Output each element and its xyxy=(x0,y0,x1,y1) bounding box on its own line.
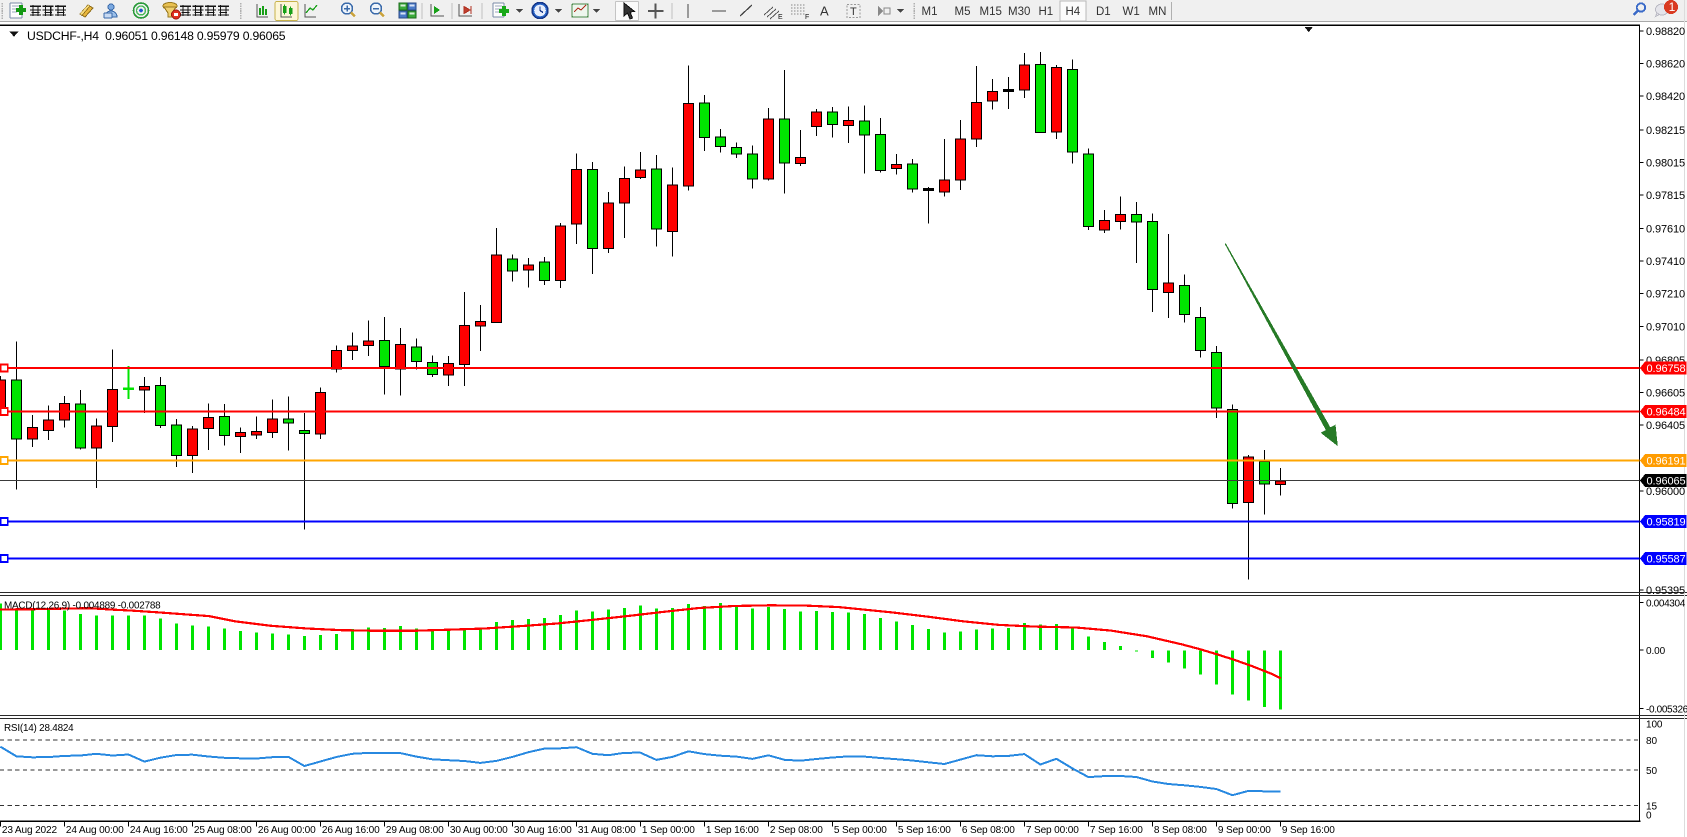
svg-text:24 Aug 16:00: 24 Aug 16:00 xyxy=(130,825,188,836)
svg-text:1: 1 xyxy=(1669,0,1676,14)
svg-text:29 Aug 08:00: 29 Aug 08:00 xyxy=(386,825,444,836)
svg-text:0.98215: 0.98215 xyxy=(1646,125,1685,137)
svg-text:26 Aug 00:00: 26 Aug 00:00 xyxy=(258,825,316,836)
svg-text:-0.005326: -0.005326 xyxy=(1646,705,1687,716)
svg-text:0.96758: 0.96758 xyxy=(1647,363,1686,375)
svg-text:0.96405: 0.96405 xyxy=(1646,420,1685,432)
svg-text:M1: M1 xyxy=(922,6,938,18)
svg-text:15: 15 xyxy=(1646,802,1657,813)
svg-text:5 Sep 16:00: 5 Sep 16:00 xyxy=(898,825,951,836)
svg-text:100: 100 xyxy=(1646,720,1663,731)
svg-text:D1: D1 xyxy=(1096,6,1111,18)
svg-text:0.95587: 0.95587 xyxy=(1647,554,1686,566)
svg-text:9 Sep 16:00: 9 Sep 16:00 xyxy=(1282,825,1335,836)
svg-text:MACD(12,26,9) -0.004889 -0.002: MACD(12,26,9) -0.004889 -0.002788 xyxy=(4,601,161,612)
svg-text:26 Aug 16:00: 26 Aug 16:00 xyxy=(322,825,380,836)
svg-text:M5: M5 xyxy=(955,6,971,18)
svg-text:0.95819: 0.95819 xyxy=(1647,517,1686,529)
svg-text:0.96605: 0.96605 xyxy=(1646,388,1685,400)
svg-text:30 Aug 00:00: 30 Aug 00:00 xyxy=(450,825,508,836)
svg-text:23 Aug 2022: 23 Aug 2022 xyxy=(2,825,58,836)
svg-text:RSI(14) 28.4824: RSI(14) 28.4824 xyxy=(4,723,74,734)
svg-text:6 Sep 08:00: 6 Sep 08:00 xyxy=(962,825,1015,836)
svg-text:0.004304: 0.004304 xyxy=(1646,599,1686,610)
svg-text:T: T xyxy=(850,6,857,18)
svg-text:9 Sep 00:00: 9 Sep 00:00 xyxy=(1218,825,1271,836)
svg-text:8 Sep 08:00: 8 Sep 08:00 xyxy=(1154,825,1207,836)
svg-text:0.98015: 0.98015 xyxy=(1646,158,1685,170)
svg-text:0.97815: 0.97815 xyxy=(1646,190,1685,202)
svg-text:M15: M15 xyxy=(980,6,1002,18)
svg-text:31 Aug 08:00: 31 Aug 08:00 xyxy=(578,825,636,836)
svg-text:0.97610: 0.97610 xyxy=(1646,224,1685,236)
svg-text:H1: H1 xyxy=(1039,6,1054,18)
svg-text:A: A xyxy=(820,4,829,19)
svg-text:0.98820: 0.98820 xyxy=(1646,26,1685,38)
svg-text:25 Aug 08:00: 25 Aug 08:00 xyxy=(194,825,252,836)
svg-text:F: F xyxy=(805,14,809,21)
svg-text:0.00: 0.00 xyxy=(1646,646,1666,657)
svg-text:30 Aug 16:00: 30 Aug 16:00 xyxy=(514,825,572,836)
svg-text:0.96191: 0.96191 xyxy=(1647,456,1686,468)
svg-text:1 Sep 00:00: 1 Sep 00:00 xyxy=(642,825,695,836)
svg-text:7 Sep 00:00: 7 Sep 00:00 xyxy=(1026,825,1079,836)
svg-text:80: 80 xyxy=(1646,736,1657,747)
svg-text:2 Sep 08:00: 2 Sep 08:00 xyxy=(770,825,823,836)
svg-text:USDCHF-,H4 0.96051 0.96148 0.: USDCHF-,H4 0.96051 0.96148 0.95979 0.960… xyxy=(27,29,286,43)
svg-text:50: 50 xyxy=(1646,766,1657,777)
svg-text:E: E xyxy=(778,14,783,21)
svg-text:24 Aug 00:00: 24 Aug 00:00 xyxy=(66,825,124,836)
svg-text:0.96000: 0.96000 xyxy=(1646,486,1685,498)
svg-text:0.95395: 0.95395 xyxy=(1646,585,1685,597)
svg-text:0.98620: 0.98620 xyxy=(1646,59,1685,71)
svg-text:0.97210: 0.97210 xyxy=(1646,289,1685,301)
svg-text:7 Sep 16:00: 7 Sep 16:00 xyxy=(1090,825,1143,836)
svg-text:W1: W1 xyxy=(1123,6,1140,18)
svg-text:MN: MN xyxy=(1149,6,1167,18)
svg-text:0.96484: 0.96484 xyxy=(1647,407,1686,419)
svg-text:0.97410: 0.97410 xyxy=(1646,256,1685,268)
svg-text:0.98420: 0.98420 xyxy=(1646,91,1685,103)
svg-text:H4: H4 xyxy=(1066,6,1081,18)
svg-text:1 Sep 16:00: 1 Sep 16:00 xyxy=(706,825,759,836)
svg-text:0.97010: 0.97010 xyxy=(1646,322,1685,334)
svg-text:M30: M30 xyxy=(1008,6,1030,18)
svg-text:5 Sep 00:00: 5 Sep 00:00 xyxy=(834,825,887,836)
svg-text:0.96065: 0.96065 xyxy=(1647,476,1686,488)
svg-text:0: 0 xyxy=(1646,811,1652,822)
